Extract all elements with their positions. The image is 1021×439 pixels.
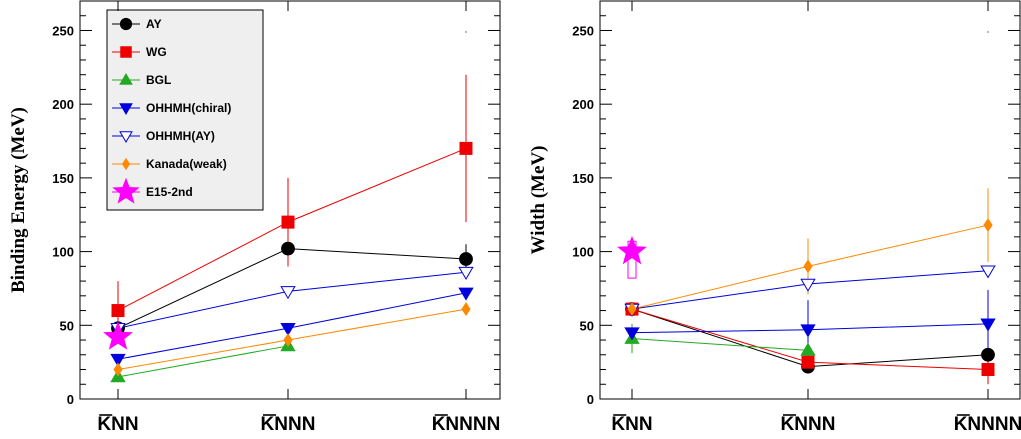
width-panel: Width (MeV) [528, 0, 1021, 400]
y-tick-label: 150 [52, 171, 74, 186]
data-point [281, 241, 295, 256]
y-tick-label: 100 [572, 245, 594, 260]
data-point [283, 333, 293, 347]
x-tick-label: KNN [611, 414, 652, 435]
data-point [110, 353, 126, 367]
data-point [617, 235, 647, 265]
x-tick-label: KNNNN [954, 414, 1021, 435]
data-point [281, 215, 295, 229]
data-point [980, 265, 996, 279]
data-point [112, 177, 140, 204]
data-point [121, 157, 131, 171]
data-point [800, 324, 816, 338]
data-point [624, 327, 640, 341]
data-point [111, 304, 125, 318]
data-point [103, 321, 133, 350]
legend-label: OHHMH(AY) [146, 129, 215, 143]
y-tick-label: 50 [60, 318, 74, 333]
stray-dot [987, 31, 989, 33]
series-line [117, 345, 289, 378]
plot-area: 0 50 100 150 200 250 KNN KNNN KNNNN [52, 0, 501, 435]
y-tick-label: 100 [52, 245, 74, 260]
legend: AY WG BGL OHHMH(chiral) OHHMH(AY) Kanada(weak… [106, 9, 264, 211]
y-tick-label: 0 [67, 392, 74, 407]
data-point [627, 302, 637, 316]
data-point [459, 141, 473, 155]
plot-area: 0 50 100 150 200 250 KNN KNNN KNNNN [572, 0, 1021, 435]
y-tick-label: 250 [572, 23, 594, 38]
data-point [119, 73, 133, 85]
data-point [800, 278, 816, 292]
stray-dot [465, 31, 467, 33]
y-axis-label: Width (MeV) [528, 146, 549, 255]
data-point [980, 318, 996, 332]
series-line [117, 271, 467, 329]
x-tick-label: KNNN [781, 414, 836, 435]
data-point [459, 252, 473, 266]
data-point [461, 302, 471, 316]
y-tick-label: 250 [52, 23, 74, 38]
y-tick-label: 200 [52, 97, 74, 112]
data-point [113, 362, 123, 377]
data-point [803, 259, 813, 274]
x-tick-label: KNNNN [432, 414, 501, 435]
data-point [981, 347, 995, 362]
data-point [280, 286, 296, 300]
legend-box [106, 9, 264, 211]
data-point [801, 355, 815, 369]
series-line [631, 270, 989, 310]
data-point [120, 46, 132, 58]
binding-energy-panel: Binding Energy (MeV) [8, 0, 501, 400]
y-tick-label: 200 [572, 97, 594, 112]
legend-label: AY [146, 17, 162, 31]
x-tick-label: KNNN [261, 414, 316, 435]
legend-label: Kanada(weak) [146, 157, 227, 171]
legend-label: WG [146, 45, 167, 59]
data-point [280, 322, 296, 337]
y-tick-label: 150 [572, 171, 594, 186]
data-point [800, 342, 816, 356]
y-axis-label: Binding Energy (MeV) [8, 107, 29, 293]
y-tick-label: 50 [580, 318, 594, 333]
data-point [119, 131, 133, 143]
plot-frame [599, 0, 1021, 400]
data-point [983, 218, 993, 232]
data-point [458, 287, 474, 301]
data-point [981, 363, 995, 377]
legend-label: OHHMH(chiral) [146, 101, 231, 115]
data-point [119, 17, 133, 31]
legend-label: E15-2nd [146, 185, 193, 199]
x-tick-label: KNN [97, 414, 138, 435]
y-tick-label: 0 [587, 392, 594, 407]
plot-frame [79, 0, 501, 400]
series-line [631, 338, 809, 351]
data-point [119, 103, 133, 115]
legend-label: BGL [146, 73, 171, 87]
data-point [458, 266, 474, 281]
